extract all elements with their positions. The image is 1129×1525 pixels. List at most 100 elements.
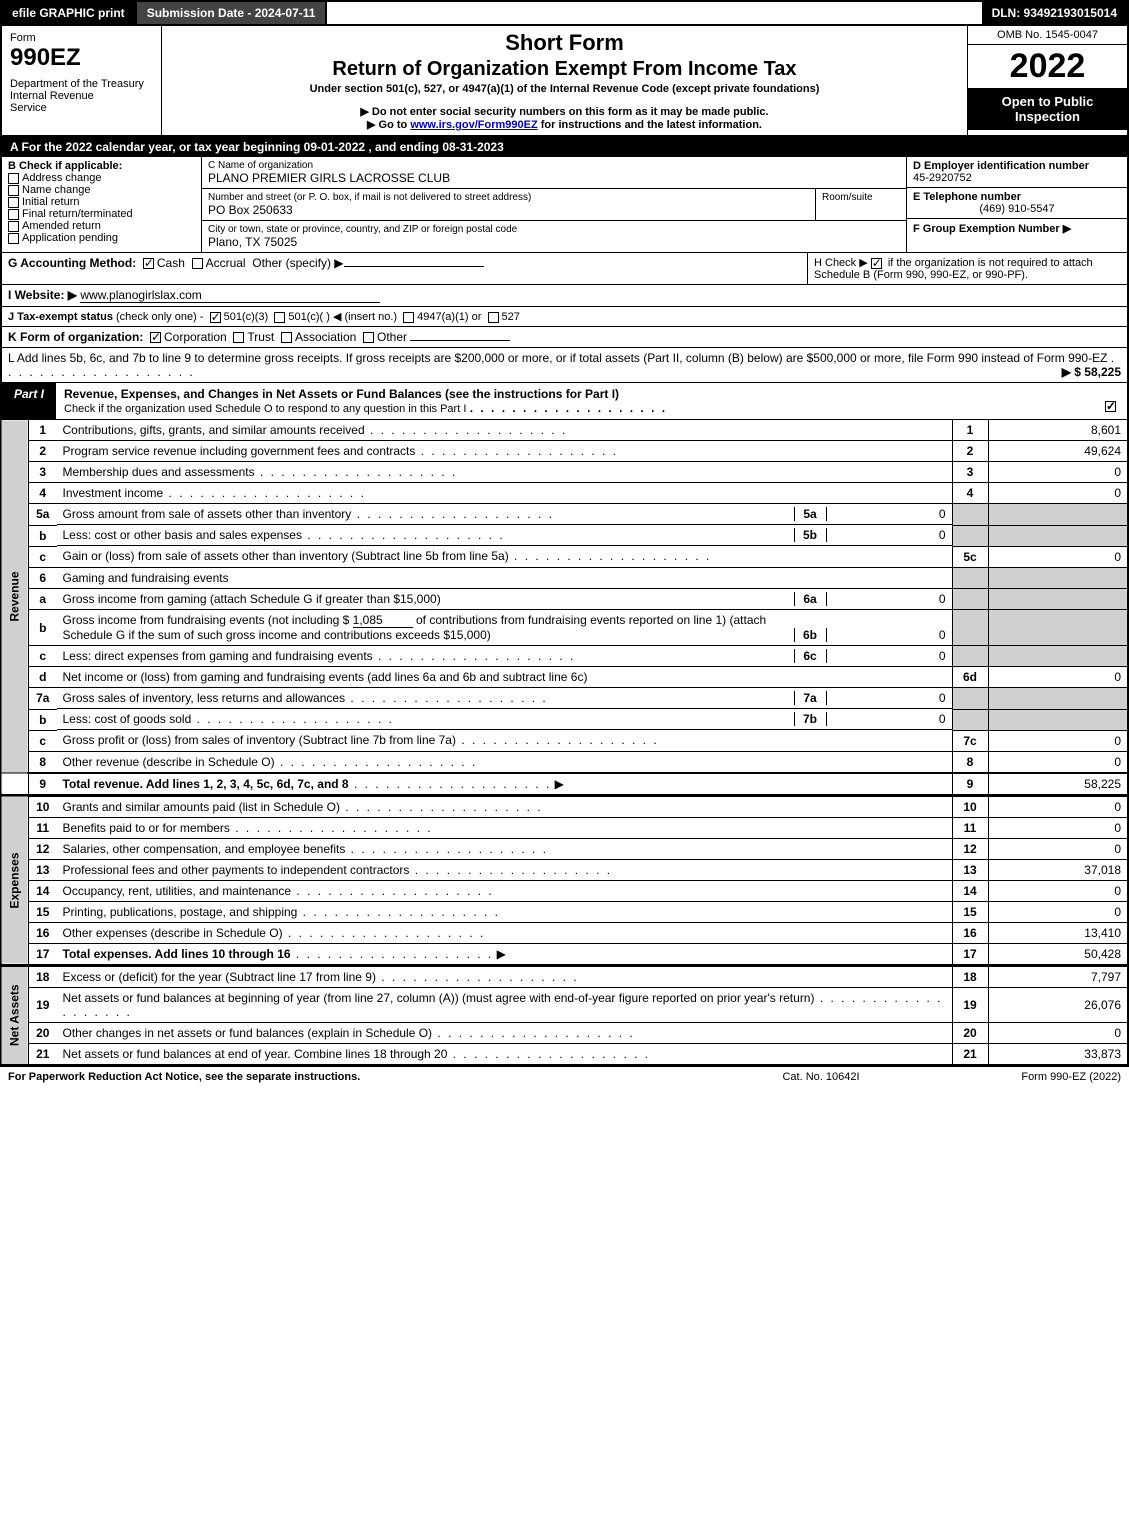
line-15: 15 Printing, publications, postage, and …	[1, 901, 1128, 922]
line-14-value: 0	[988, 880, 1128, 901]
check-501c[interactable]	[274, 312, 285, 323]
c-street-label: Number and street (or P. O. box, if mail…	[208, 192, 809, 203]
section-b: B Check if applicable: Address change Na…	[2, 157, 202, 252]
form-footer-label: Form 990-EZ (2022)	[921, 1071, 1121, 1083]
check-amended-return[interactable]: Amended return	[8, 220, 195, 232]
part-1-check-label: Check if the organization used Schedule …	[64, 403, 466, 415]
check-initial-return[interactable]: Initial return	[8, 196, 195, 208]
check-application-pending[interactable]: Application pending	[8, 232, 195, 244]
check-other[interactable]	[363, 332, 374, 343]
goto-prefix: ▶ Go to	[367, 119, 410, 131]
section-a-tax-year: A For the 2022 calendar year, or tax yea…	[0, 137, 1129, 157]
line-7b-value: 0	[826, 712, 946, 726]
top-bar: efile GRAPHIC print Submission Date - 20…	[0, 0, 1129, 26]
line-9-value: 58,225	[988, 773, 1128, 795]
line-17-value: 50,428	[988, 943, 1128, 964]
org-name: PLANO PREMIER GIRLS LACROSSE CLUB	[208, 171, 900, 185]
spacer	[327, 2, 981, 24]
efile-print-label[interactable]: efile GRAPHIC print	[2, 2, 137, 24]
line-9: 9 Total revenue. Add lines 1, 2, 3, 4, 5…	[1, 773, 1128, 795]
expenses-table: Expenses 10 Grants and similar amounts p…	[0, 795, 1129, 965]
website-value[interactable]: www.planogirlslax.com	[80, 288, 380, 303]
line-6d: d Net income or (loss) from gaming and f…	[1, 667, 1128, 688]
other-specify-input[interactable]	[344, 266, 484, 267]
line-20-value: 0	[988, 1022, 1128, 1043]
line-7a: 7a Gross sales of inventory, less return…	[1, 688, 1128, 710]
line-5a-value: 0	[826, 507, 946, 521]
check-schedule-o[interactable]	[1105, 401, 1116, 412]
check-cash[interactable]	[143, 258, 154, 269]
form-year-cell: OMB No. 1545-0047 2022 Open to Public In…	[967, 26, 1127, 135]
org-city: Plano, TX 75025	[208, 235, 900, 249]
irs-link[interactable]: www.irs.gov/Form990EZ	[410, 119, 537, 131]
k-label: K Form of organization:	[8, 330, 143, 344]
check-name-change[interactable]: Name change	[8, 184, 195, 196]
line-5a: 5a Gross amount from sale of assets othe…	[1, 504, 1128, 526]
line-6d-value: 0	[988, 667, 1128, 688]
line-11: 11 Benefits paid to or for members 11 0	[1, 817, 1128, 838]
line-15-value: 0	[988, 901, 1128, 922]
j-label: J Tax-exempt status	[8, 311, 113, 323]
net-assets-sidelabel: Net Assets	[1, 966, 29, 1065]
line-6a-value: 0	[826, 592, 946, 606]
check-501c3[interactable]	[210, 312, 221, 323]
line-5c: c Gain or (loss) from sale of assets oth…	[1, 546, 1128, 567]
line-6c: c Less: direct expenses from gaming and …	[1, 646, 1128, 667]
line-21: 21 Net assets or fund balances at end of…	[1, 1043, 1128, 1065]
org-street: PO Box 250633	[208, 203, 809, 217]
line-12-value: 0	[988, 838, 1128, 859]
section-d-e-f: D Employer identification number 45-2920…	[907, 157, 1127, 252]
section-g: G Accounting Method: Cash Accrual Other …	[2, 253, 807, 284]
line-6b: b Gross income from fundraising events (…	[1, 610, 1128, 646]
omb-number: OMB No. 1545-0047	[968, 26, 1127, 45]
line-16: 16 Other expenses (describe in Schedule …	[1, 922, 1128, 943]
check-corporation[interactable]	[150, 332, 161, 343]
k-org-type-row: K Form of organization: Corporation Trus…	[0, 327, 1129, 348]
subtitle: Under section 501(c), 527, or 4947(a)(1)…	[170, 83, 959, 95]
other-line[interactable]	[410, 340, 510, 341]
line-13: 13 Professional fees and other payments …	[1, 859, 1128, 880]
line-6b-amount: 1,085	[353, 613, 413, 628]
section-c: C Name of organization PLANO PREMIER GIR…	[202, 157, 907, 252]
department-label: Department of the Treasury Internal Reve…	[10, 78, 153, 114]
check-4947[interactable]	[403, 312, 414, 323]
instruction-link-row: ▶ Go to www.irs.gov/Form990EZ for instru…	[170, 118, 959, 131]
line-7a-value: 0	[826, 691, 946, 705]
check-h[interactable]	[871, 258, 882, 269]
revenue-table: Revenue 1 Contributions, gifts, grants, …	[0, 420, 1129, 795]
line-5c-value: 0	[988, 546, 1128, 567]
line-4-value: 0	[988, 483, 1128, 504]
line-3: 3 Membership dues and assessments 3 0	[1, 462, 1128, 483]
ein: 45-2920752	[913, 172, 1121, 184]
ssn-warning: ▶ Do not enter social security numbers o…	[170, 105, 959, 118]
e-label: E Telephone number	[913, 191, 1121, 203]
c-city-label: City or town, state or province, country…	[208, 224, 900, 235]
check-association[interactable]	[281, 332, 292, 343]
other-specify: Other (specify) ▶	[252, 256, 343, 270]
revenue-sidelabel: Revenue	[1, 420, 29, 773]
check-address-change[interactable]: Address change	[8, 172, 195, 184]
line-18: Net Assets 18 Excess or (deficit) for th…	[1, 966, 1128, 988]
tax-year: 2022	[968, 45, 1127, 88]
check-final-return[interactable]: Final return/terminated	[8, 208, 195, 220]
line-6: 6 Gaming and fundraising events	[1, 567, 1128, 588]
line-3-value: 0	[988, 462, 1128, 483]
form-id-cell: Form 990EZ Department of the Treasury In…	[2, 26, 162, 135]
line-2-value: 49,624	[988, 441, 1128, 462]
line-5b: b Less: cost or other basis and sales ex…	[1, 525, 1128, 546]
line-16-value: 13,410	[988, 922, 1128, 943]
public-inspection-badge: Open to Public Inspection	[968, 88, 1127, 130]
check-527[interactable]	[488, 312, 499, 323]
check-accrual[interactable]	[192, 258, 203, 269]
form-title-cell: Short Form Return of Organization Exempt…	[162, 26, 967, 135]
line-4: 4 Investment income 4 0	[1, 483, 1128, 504]
net-assets-table: Net Assets 18 Excess or (deficit) for th…	[0, 965, 1129, 1066]
line-6a: a Gross income from gaming (attach Sched…	[1, 588, 1128, 610]
l-amount: ▶ $ 58,225	[1062, 365, 1121, 379]
part-1-header: Part I Revenue, Expenses, and Changes in…	[0, 383, 1129, 420]
line-12: 12 Salaries, other compensation, and emp…	[1, 838, 1128, 859]
check-trust[interactable]	[233, 332, 244, 343]
j-note: (check only one) -	[116, 311, 203, 323]
line-10-value: 0	[988, 796, 1128, 818]
line-18-value: 7,797	[988, 966, 1128, 988]
